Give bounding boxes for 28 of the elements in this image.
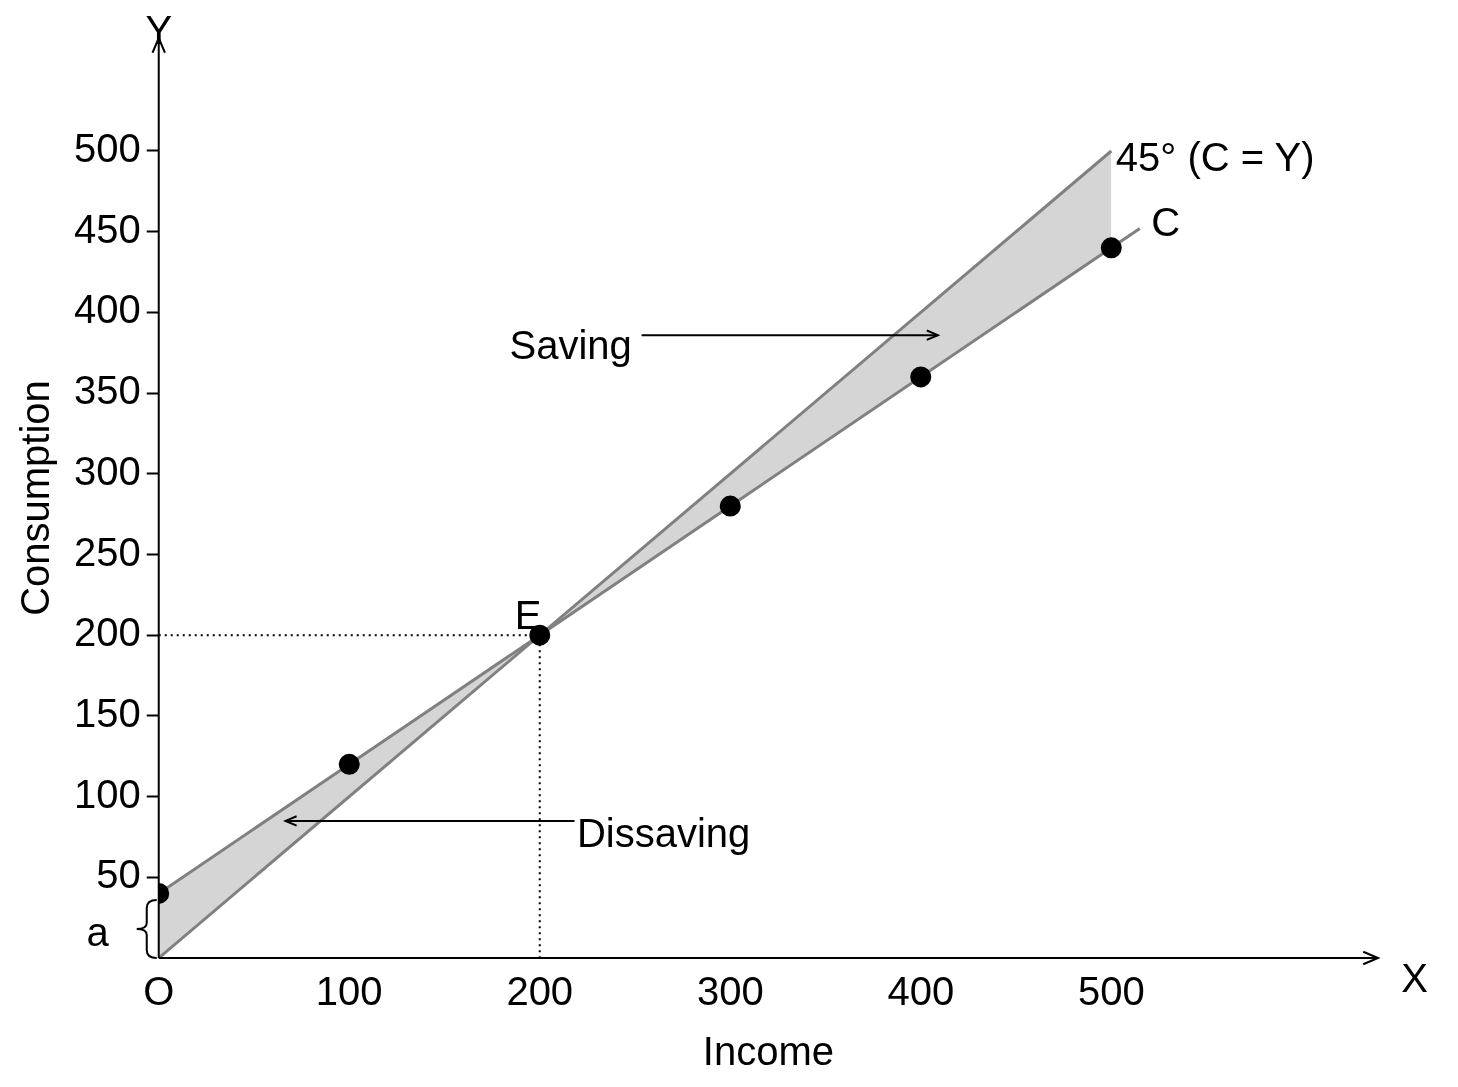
point <box>1100 237 1122 259</box>
point <box>719 495 741 517</box>
point <box>338 753 360 775</box>
text: X <box>1401 956 1428 1001</box>
x-tick-label: 300 <box>696 969 764 1014</box>
y-tick-label: 150 <box>73 690 141 735</box>
y-tick-label: 200 <box>73 610 141 655</box>
y-tick-label: 100 <box>73 771 141 816</box>
y-axis-title: Consumption <box>13 380 58 616</box>
point <box>910 366 932 388</box>
y-tick-label: 50 <box>96 852 141 897</box>
x-tick-label: O <box>143 969 175 1014</box>
annotation: Saving <box>509 323 632 368</box>
annotation: Dissaving <box>576 810 751 855</box>
annotation: 45° (C = Y) <box>1115 135 1315 180</box>
y-tick-label: 250 <box>73 529 141 574</box>
x-tick-label: 500 <box>1077 969 1145 1014</box>
y-tick-label: 500 <box>73 126 141 171</box>
annotation: C <box>1151 199 1181 244</box>
y-tick-label: 350 <box>73 368 141 413</box>
x-tick-label: 200 <box>506 969 574 1014</box>
x-tick-label: 400 <box>887 969 955 1014</box>
x-tick-label: 100 <box>315 969 383 1014</box>
x-axis-title: Income <box>702 1029 834 1074</box>
y-tick-label: 300 <box>73 448 141 493</box>
text: a <box>86 910 110 955</box>
y-tick-label: 450 <box>73 206 141 251</box>
y-tick-label: 400 <box>73 287 141 332</box>
